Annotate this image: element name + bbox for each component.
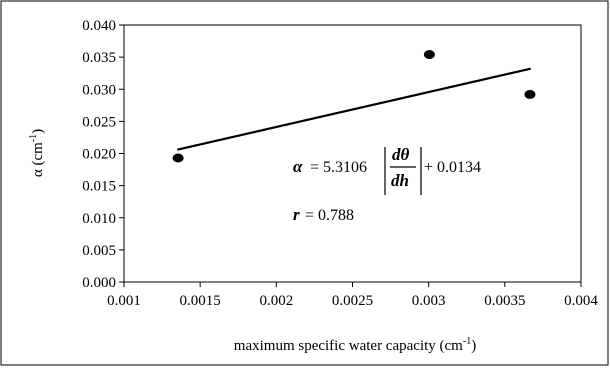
r-value: = 0.788 (305, 207, 354, 224)
y-tick-label: 0.000 (82, 275, 116, 291)
trendline (177, 67, 531, 151)
regression-equation: α = 5.3106 dθ dh + 0.0134 r = 0.788 (293, 145, 481, 224)
points-layer (172, 50, 536, 163)
data-point (172, 153, 184, 163)
x-tick-label: 0.002 (259, 293, 293, 309)
equation-coefficient: = 5.3106 (310, 159, 367, 176)
y-tick-label: 0.025 (82, 114, 116, 130)
x-axis: 0.001 0.0015 0.002 0.0025 0.003 0.0035 0.004 (107, 282, 598, 309)
x-tick-label: 0.0025 (332, 293, 373, 309)
data-point (524, 89, 536, 99)
r-symbol: r (293, 205, 300, 224)
y-tick-label: 0.040 (82, 18, 116, 34)
x-tick-label: 0.0035 (484, 293, 525, 309)
trendline-layer (177, 67, 531, 151)
x-tick-label: 0.0015 (180, 293, 221, 309)
x-axis-title: maximum specific water capacity (cm-1) (234, 336, 476, 354)
y-tick-label: 0.030 (82, 82, 116, 98)
y-tick-label: 0.010 (82, 211, 116, 227)
y-axis: 0.000 0.005 0.010 0.015 0.020 0.025 0.030 0.035… (82, 18, 124, 291)
fraction-denominator: dh (391, 171, 409, 190)
x-tick-label: 0.004 (564, 293, 598, 309)
x-tick-label: 0.003 (412, 293, 446, 309)
y-tick-label: 0.015 (82, 179, 116, 195)
y-tick-label: 0.005 (82, 243, 116, 259)
y-tick-label: 0.035 (82, 50, 116, 66)
equation-intercept: + 0.0134 (424, 159, 481, 176)
x-tick-label: 0.001 (107, 293, 141, 309)
y-tick-label: 0.020 (82, 147, 116, 163)
y-axis-title: α (cm-1) (28, 129, 46, 177)
data-point (423, 50, 435, 60)
fraction-numerator: dθ (392, 145, 410, 164)
equation-alpha: α (293, 157, 303, 176)
